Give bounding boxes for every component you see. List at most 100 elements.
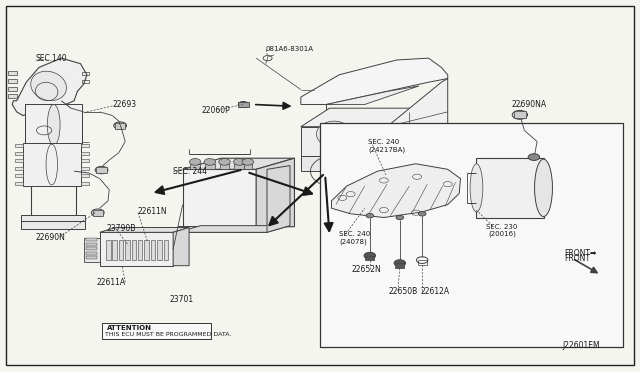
Circle shape bbox=[366, 214, 374, 218]
Bar bbox=[25, 105, 83, 145]
Bar bbox=[15, 174, 23, 177]
Bar bbox=[8, 87, 17, 91]
Polygon shape bbox=[256, 158, 294, 227]
Text: 22690N: 22690N bbox=[36, 233, 66, 243]
Text: (24078): (24078) bbox=[339, 238, 367, 245]
Bar bbox=[476, 158, 543, 218]
Polygon shape bbox=[301, 156, 333, 171]
Bar bbox=[237, 102, 249, 108]
Bar bbox=[190, 164, 200, 169]
Polygon shape bbox=[301, 127, 330, 156]
Bar bbox=[182, 169, 256, 227]
Bar bbox=[86, 251, 97, 254]
Text: (24217BA): (24217BA) bbox=[368, 147, 405, 153]
Bar bbox=[320, 123, 623, 347]
Text: 22611A: 22611A bbox=[97, 278, 125, 287]
Bar bbox=[115, 123, 125, 129]
Text: 081A6-8301A: 081A6-8301A bbox=[266, 46, 314, 52]
Polygon shape bbox=[387, 78, 448, 156]
Circle shape bbox=[238, 102, 248, 108]
Bar bbox=[365, 256, 374, 260]
Circle shape bbox=[189, 158, 201, 165]
Bar bbox=[8, 71, 17, 75]
Bar bbox=[15, 167, 23, 170]
Bar bbox=[514, 111, 525, 118]
Bar bbox=[205, 164, 214, 169]
Ellipse shape bbox=[470, 164, 483, 212]
Circle shape bbox=[364, 252, 376, 259]
Circle shape bbox=[242, 158, 253, 165]
Bar bbox=[106, 240, 111, 260]
Text: ATTENTION: ATTENTION bbox=[107, 326, 152, 331]
Ellipse shape bbox=[317, 121, 351, 147]
Bar bbox=[81, 182, 89, 185]
Text: SEC. 240: SEC. 240 bbox=[368, 138, 399, 145]
Bar bbox=[220, 164, 229, 169]
Bar bbox=[15, 182, 23, 185]
Text: 22612A: 22612A bbox=[421, 287, 450, 296]
Polygon shape bbox=[100, 228, 189, 232]
Bar bbox=[125, 240, 130, 260]
Bar bbox=[83, 72, 89, 75]
Text: 22060P: 22060P bbox=[202, 106, 230, 115]
Bar bbox=[100, 232, 173, 266]
Circle shape bbox=[419, 212, 426, 216]
Bar bbox=[93, 210, 103, 216]
Text: 23790B: 23790B bbox=[106, 224, 136, 233]
Bar bbox=[177, 226, 267, 232]
Bar bbox=[86, 247, 97, 250]
Text: J22601EM: J22601EM bbox=[563, 341, 600, 350]
Text: 22650B: 22650B bbox=[389, 287, 418, 296]
Text: (20016): (20016) bbox=[488, 231, 516, 237]
Circle shape bbox=[95, 166, 108, 174]
Polygon shape bbox=[301, 108, 422, 127]
Polygon shape bbox=[301, 58, 448, 105]
Bar bbox=[8, 94, 17, 98]
Bar bbox=[86, 243, 97, 246]
Circle shape bbox=[114, 122, 127, 129]
Bar bbox=[81, 159, 89, 162]
Polygon shape bbox=[332, 164, 461, 218]
Bar bbox=[113, 240, 117, 260]
Bar bbox=[8, 79, 17, 83]
Polygon shape bbox=[173, 228, 189, 266]
Circle shape bbox=[396, 215, 404, 220]
Bar bbox=[81, 174, 89, 177]
Bar bbox=[151, 240, 156, 260]
Bar bbox=[21, 221, 85, 229]
Bar bbox=[132, 240, 136, 260]
Bar bbox=[145, 240, 149, 260]
Polygon shape bbox=[267, 166, 290, 232]
Polygon shape bbox=[326, 86, 419, 105]
Circle shape bbox=[204, 158, 216, 165]
Text: THIS ECU MUST BE PROGRAMMED DATA.: THIS ECU MUST BE PROGRAMMED DATA. bbox=[105, 332, 231, 337]
Bar bbox=[15, 152, 23, 155]
Polygon shape bbox=[177, 226, 290, 232]
Text: SEC. 240: SEC. 240 bbox=[339, 231, 371, 237]
Polygon shape bbox=[182, 158, 294, 169]
Bar bbox=[81, 167, 89, 170]
Bar bbox=[396, 263, 404, 267]
Text: SEC. 244: SEC. 244 bbox=[173, 167, 207, 176]
Bar bbox=[119, 240, 124, 260]
Text: SEC.140: SEC.140 bbox=[36, 54, 67, 62]
Ellipse shape bbox=[47, 105, 60, 145]
Ellipse shape bbox=[534, 159, 552, 217]
Text: FRONT➡: FRONT➡ bbox=[564, 249, 596, 259]
Bar bbox=[138, 240, 143, 260]
Bar bbox=[83, 80, 89, 83]
Bar bbox=[15, 144, 23, 147]
Polygon shape bbox=[12, 58, 87, 116]
Bar bbox=[164, 240, 168, 260]
Circle shape bbox=[528, 154, 540, 160]
Text: 22611N: 22611N bbox=[138, 208, 168, 217]
Bar bbox=[81, 152, 89, 155]
Text: SEC. 230: SEC. 230 bbox=[486, 224, 517, 230]
Bar bbox=[21, 215, 85, 221]
Bar bbox=[86, 256, 97, 259]
Ellipse shape bbox=[31, 71, 67, 101]
Circle shape bbox=[394, 260, 406, 266]
Bar bbox=[102, 323, 211, 339]
Bar bbox=[15, 159, 23, 162]
Text: 22690NA: 22690NA bbox=[511, 100, 547, 109]
